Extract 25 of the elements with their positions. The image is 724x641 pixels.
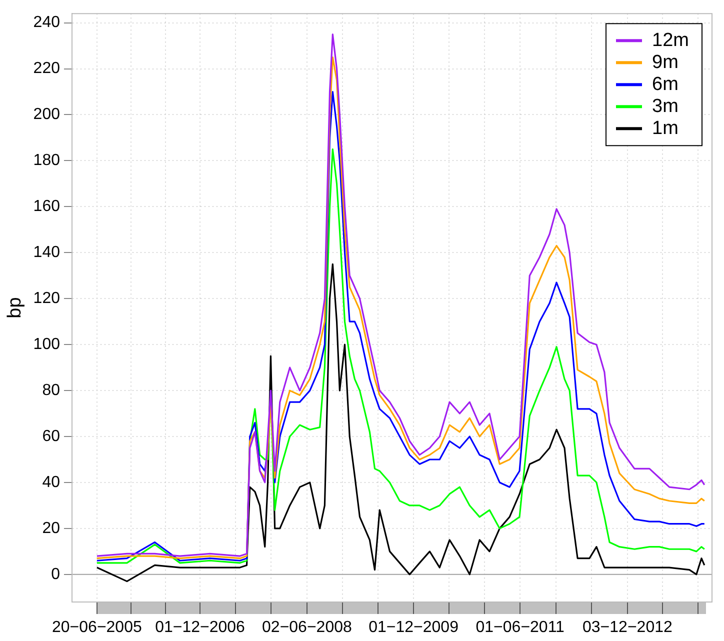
x-tick-label: 02−06−2008 xyxy=(262,619,352,636)
y-tick-label: 140 xyxy=(33,244,60,262)
y-tick-label: 60 xyxy=(42,428,60,445)
legend-label: 6m xyxy=(652,74,678,95)
y-tick-label: 100 xyxy=(33,336,60,353)
y-tick-label: 180 xyxy=(33,152,60,170)
x-tick-label: 01−06−2011 xyxy=(476,619,565,636)
y-tick-label: 200 xyxy=(33,106,60,124)
y-tick-label: 20 xyxy=(42,520,60,537)
legend-label: 1m xyxy=(652,118,678,139)
legend-label: 3m xyxy=(652,96,678,117)
y-tick-label: 0 xyxy=(51,566,60,583)
y-tick-label: 220 xyxy=(33,60,60,78)
y-tick-label: 120 xyxy=(33,290,60,308)
legend-label: 12m xyxy=(652,30,689,51)
y-axis-title: bp xyxy=(4,297,26,318)
x-tick-label: 20−06−2005 xyxy=(52,619,142,636)
x-tick-label: 01−12−2006 xyxy=(155,619,246,636)
x-tick-label: 01−12−2009 xyxy=(368,619,459,636)
legend-label: 9m xyxy=(652,52,678,73)
y-tick-label: 80 xyxy=(42,382,60,399)
y-tick-label: 40 xyxy=(42,474,60,491)
y-tick-label: 240 xyxy=(33,14,60,32)
y-tick-label: 160 xyxy=(33,198,60,216)
x-tick-label: 03−12−2012 xyxy=(582,619,672,636)
